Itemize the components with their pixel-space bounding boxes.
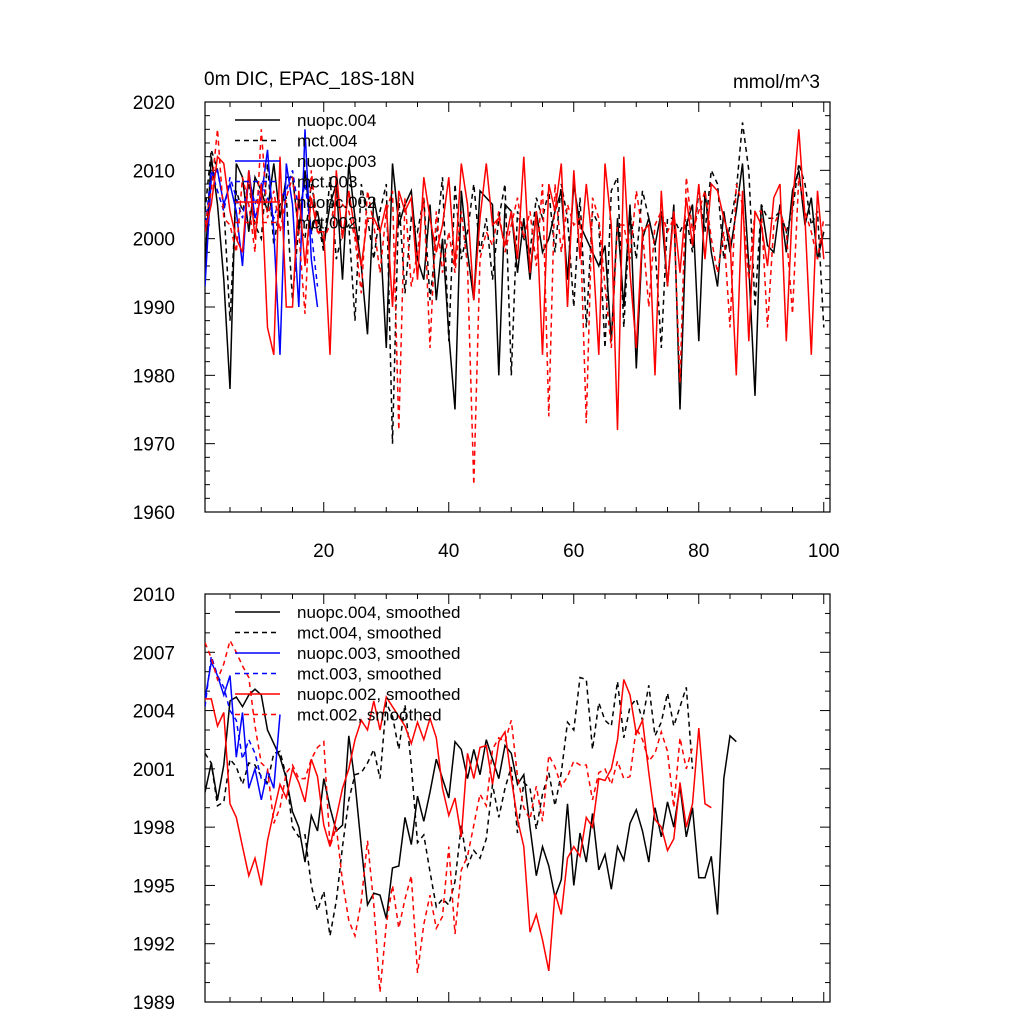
legend-label: mct.003 <box>297 173 357 192</box>
x-tick-label: 60 <box>563 541 584 562</box>
y-tick-label: 2001 <box>133 760 175 781</box>
legend-label: nuopc.004 <box>297 111 376 130</box>
chart-title: 0m DIC, EPAC_18S-18N <box>204 69 415 90</box>
y-tick-label: 1970 <box>133 435 175 456</box>
x-tick-label: 100 <box>808 541 840 562</box>
series-line-nuopc-002-smoothed <box>205 679 712 972</box>
legend-label: mct.004 <box>297 132 357 151</box>
series-line-mct-003-smoothed <box>205 655 269 785</box>
y-tick-label: 2004 <box>133 702 176 723</box>
series-line-mct-004 <box>205 122 825 444</box>
x-tick-label: 20 <box>313 541 334 562</box>
series-line-nuopc-004-smoothed <box>205 688 737 919</box>
legend-label: mct.002 <box>297 214 357 233</box>
x-tick-label: 80 <box>688 541 709 562</box>
legend-label: nuopc.003 <box>297 152 376 171</box>
legend-label: nuopc.002 <box>297 193 376 212</box>
units-label: mmol/m^3 <box>733 72 820 93</box>
legend-label: nuopc.004, smoothed <box>297 603 461 622</box>
y-tick-label: 2010 <box>133 161 175 182</box>
legend-label: nuopc.002, smoothed <box>297 685 461 704</box>
y-tick-label: 1995 <box>133 876 175 897</box>
y-tick-label: 1980 <box>133 366 175 387</box>
series-line-mct-002 <box>205 129 825 485</box>
y-tick-label: 2000 <box>133 230 175 251</box>
y-tick-label: 1960 <box>133 503 175 524</box>
y-tick-label: 1989 <box>133 993 175 1014</box>
legend-label: mct.004, smoothed <box>297 624 442 643</box>
bottom-panel: 1989 1992 1995 1998 2001 2004 2007 2010 nuopc.00… <box>133 585 831 1014</box>
y-tick-label: 2020 <box>133 93 175 114</box>
y-tick-label: 1998 <box>133 818 175 839</box>
y-tick-label: 1992 <box>133 935 175 956</box>
y-tick-label: 2010 <box>133 585 175 606</box>
y-tick-label: 1990 <box>133 298 175 319</box>
legend-label: nuopc.003, smoothed <box>297 644 461 663</box>
top-panel: 20 40 60 80 100 1960 1970 1980 1990 2000 2010 2020 n… <box>133 93 840 562</box>
plot-frame <box>204 593 831 1003</box>
series-line-mct-002-smoothed <box>205 638 694 993</box>
x-tick-label: 40 <box>438 541 459 562</box>
legend-label: mct.002, smoothed <box>297 706 442 725</box>
legend-label: mct.003, smoothed <box>297 665 442 684</box>
y-tick-label: 2007 <box>133 643 175 664</box>
